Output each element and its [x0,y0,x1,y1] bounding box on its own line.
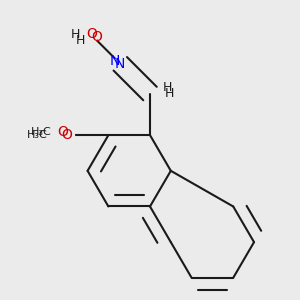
Text: H₃C: H₃C [27,130,47,140]
Text: O: O [91,30,102,44]
Text: H: H [163,81,172,94]
Text: H: H [71,28,80,40]
Text: O: O [87,27,98,41]
Text: O: O [57,125,68,139]
Text: O: O [61,128,72,142]
Text: H: H [76,34,85,46]
Text: N: N [109,54,119,68]
Text: N: N [115,57,125,71]
Text: H₃C: H₃C [31,127,52,137]
Text: H: H [165,87,174,100]
